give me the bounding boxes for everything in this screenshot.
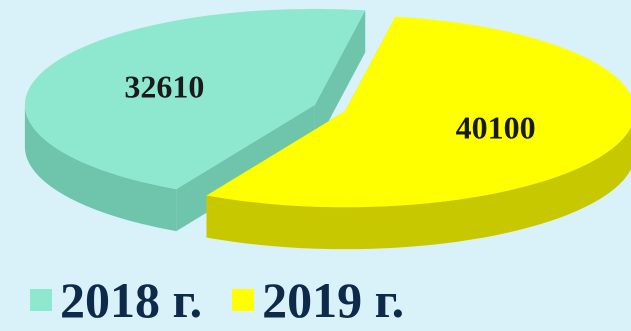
legend-label-2019: 2019 г. bbox=[262, 272, 405, 328]
pie-slice-2019 bbox=[206, 16, 631, 208]
legend-item-2019: 2019 г. bbox=[232, 272, 404, 328]
pie-slice-2018 bbox=[24, 8, 366, 190]
pie-slice-cut-face-2018-end bbox=[314, 10, 366, 147]
legend-swatch-2018 bbox=[30, 289, 52, 311]
legend-item-2018: 2018 г. bbox=[30, 272, 202, 328]
data-label-2018: 32610 bbox=[124, 68, 204, 104]
pie-slice-wall-2018 bbox=[24, 104, 177, 232]
legend-label-2018: 2018 г. bbox=[60, 272, 203, 328]
legend: 2018 г. 2019 г. bbox=[30, 272, 434, 328]
pie-slice-wall-2019 bbox=[206, 127, 631, 250]
data-label-2019: 40100 bbox=[456, 110, 536, 146]
legend-swatch-2019 bbox=[232, 289, 255, 311]
